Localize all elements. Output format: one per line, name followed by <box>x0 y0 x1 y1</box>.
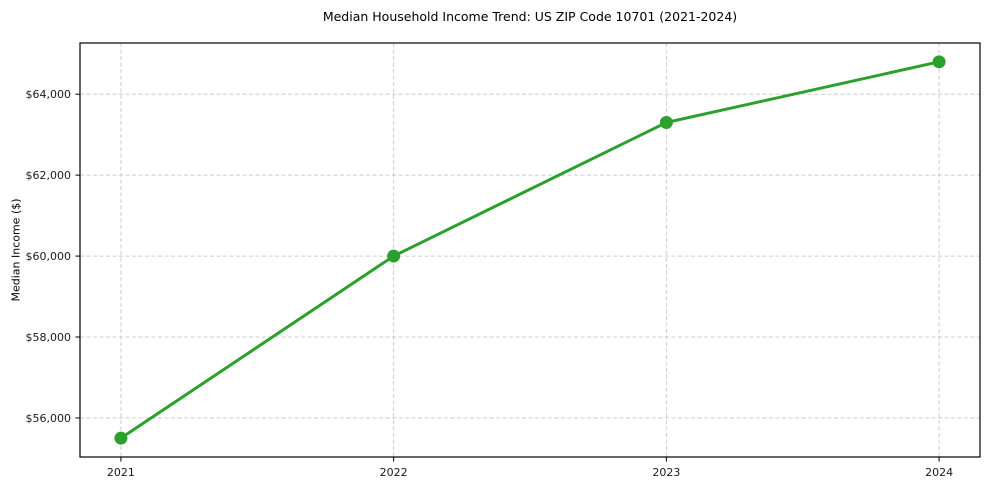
data-point <box>114 431 128 445</box>
data-point <box>932 55 946 69</box>
y-tick-label: $56,000 <box>26 412 72 425</box>
y-tick-label: $64,000 <box>26 88 72 101</box>
x-tick-label: 2022 <box>380 466 408 479</box>
data-point <box>387 249 401 263</box>
chart-title: Median Household Income Trend: US ZIP Co… <box>322 9 738 24</box>
y-tick-label: $58,000 <box>26 331 72 344</box>
x-tick-label: 2024 <box>925 466 953 479</box>
data-point <box>659 116 673 130</box>
plot-border <box>79 42 981 458</box>
y-tick-label: $60,000 <box>26 250 72 263</box>
x-tick-label: 2023 <box>652 466 680 479</box>
data-line <box>119 60 941 440</box>
x-tick-label: 2021 <box>107 466 135 479</box>
y-tick-label: $62,000 <box>26 169 72 182</box>
